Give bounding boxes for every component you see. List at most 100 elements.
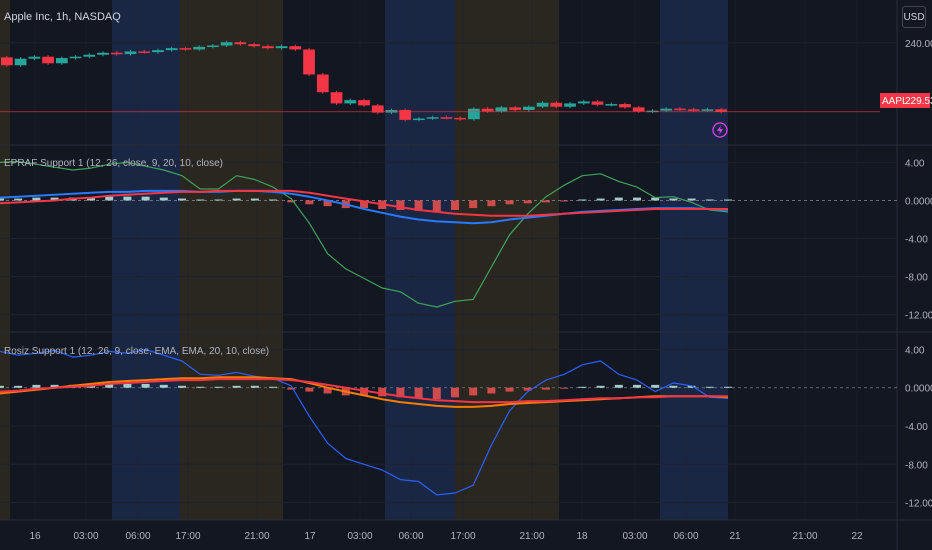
- time-tick-label: 06:00: [673, 531, 698, 542]
- rosiz-histogram-bar: [578, 386, 587, 388]
- rosiz-tick-label: -4.00: [905, 422, 928, 433]
- candle: [330, 92, 343, 104]
- candle: [14, 58, 27, 66]
- currency-button[interactable]: USD: [902, 6, 926, 28]
- candle: [385, 110, 398, 113]
- candle: [577, 101, 590, 104]
- symbol-title[interactable]: Apple Inc, 1h, NASDAQ: [4, 11, 121, 23]
- epraf-histogram-bar: [50, 197, 59, 201]
- rosiz-histogram-bar: [287, 387, 296, 390]
- rosiz-histogram-bar: [633, 384, 641, 388]
- epraf-histogram-bar: [360, 200, 368, 209]
- epraf-histogram-bar: [396, 200, 405, 210]
- candle: [413, 118, 425, 121]
- rosiz-histogram-bar: [705, 386, 714, 388]
- candle: [440, 117, 453, 119]
- candle: [550, 102, 563, 107]
- candle: [165, 48, 178, 51]
- rosiz-histogram-bar: [323, 387, 332, 394]
- epraf-histogram-bar: [578, 199, 587, 201]
- candle: [138, 51, 151, 53]
- last-price-value: 229.53: [905, 96, 932, 107]
- time-axis[interactable]: 16 03:00 06:00 17:00 21:00 17 03:00 06:00 17:00 2…: [29, 531, 863, 542]
- epraf-indicator-title[interactable]: EPRAF Support 1 (12, 26, close, 9, 20, 1…: [4, 158, 223, 169]
- epraf-histogram-bar: [32, 197, 41, 201]
- lightning-icon[interactable]: [712, 122, 728, 138]
- rosiz-indicator-title[interactable]: Rosiz Support 1 (12, 26, 9, close, EMA, …: [4, 346, 269, 357]
- epraf-tick-label: -8.00: [905, 273, 928, 284]
- candle: [152, 50, 164, 53]
- price-pane[interactable]: [0, 40, 880, 122]
- candle: [28, 56, 41, 59]
- last-price-label: AAPL 229.53: [880, 93, 932, 108]
- rosiz-histogram-bar: [159, 384, 168, 388]
- candle: [275, 46, 288, 49]
- epraf-histogram-bar: [414, 200, 423, 211]
- candle: [110, 52, 123, 55]
- rosiz-histogram-bar: [560, 387, 569, 389]
- candle: [220, 42, 233, 46]
- time-tick-label: 16: [29, 531, 41, 542]
- epraf-histogram-bar: [451, 200, 459, 210]
- epraf-histogram-bar: [432, 200, 441, 212]
- rosiz-histogram-bar: [542, 387, 550, 390]
- session-band: [180, 0, 283, 520]
- time-tick-label: 03:00: [73, 531, 98, 542]
- rosiz-histogram-bar: [269, 386, 277, 388]
- epraf-tick-label: -4.00: [905, 235, 928, 246]
- candle: [591, 101, 604, 105]
- price-axis[interactable]: 240.00 4.00 0.0000 -4.00 -8.00 -12.00 4.00 0.00…: [905, 39, 932, 510]
- rosiz-histogram-bar: [378, 387, 387, 397]
- rosiz-histogram-bar: [196, 386, 205, 388]
- epraf-histogram-bar: [614, 197, 623, 201]
- candle: [399, 110, 412, 120]
- rosiz-histogram-bar: [432, 387, 441, 400]
- candle: [495, 107, 508, 112]
- epraf-indicator-pane[interactable]: [0, 160, 897, 308]
- epraf-histogram-bar: [651, 197, 660, 201]
- rosiz-histogram-bar: [523, 387, 532, 391]
- epraf-histogram-bar: [178, 198, 186, 201]
- candle: [605, 104, 618, 106]
- epraf-histogram-bar: [323, 200, 332, 207]
- time-tick-label: 17:00: [175, 531, 200, 542]
- candle: [42, 56, 54, 64]
- rosiz-tick-label: 0.0000: [905, 384, 932, 395]
- rosiz-histogram-bar: [123, 383, 132, 388]
- time-tick-label: 21:00: [519, 531, 544, 542]
- session-bands: [0, 0, 728, 520]
- candle: [124, 51, 137, 55]
- rosiz-tick-label: -8.00: [905, 460, 928, 471]
- time-tick-label: 21:00: [792, 531, 817, 542]
- candle: [481, 108, 494, 112]
- time-tick-label: 03:00: [622, 531, 647, 542]
- candle: [632, 107, 645, 112]
- candle: [303, 49, 315, 75]
- rosiz-histogram-bar: [14, 385, 23, 388]
- time-tick-label: 06:00: [125, 531, 150, 542]
- epraf-histogram-bar: [560, 200, 569, 202]
- epraf-series-line: [0, 160, 729, 308]
- candle: [248, 44, 260, 47]
- rosiz-histogram-bar: [32, 384, 41, 388]
- rosiz-histogram-bar: [651, 384, 660, 388]
- candle: [426, 117, 439, 119]
- rosiz-series-line: [0, 378, 728, 404]
- candle: [207, 45, 219, 48]
- rosiz-histogram-bar: [178, 385, 186, 388]
- rosiz-indicator-pane[interactable]: [0, 348, 897, 496]
- epraf-histogram-bar: [305, 200, 314, 205]
- candle: [454, 117, 467, 120]
- time-tick-label: 17: [304, 531, 316, 542]
- candle: [289, 46, 302, 50]
- session-band: [660, 0, 728, 520]
- epraf-histogram-bar: [0, 198, 4, 201]
- rosiz-histogram-bar: [469, 387, 478, 396]
- rosiz-histogram-bar: [50, 384, 59, 388]
- epraf-histogram-bar: [123, 196, 132, 201]
- session-band: [385, 0, 455, 520]
- time-tick-label: 03:00: [347, 531, 372, 542]
- candle: [687, 109, 700, 111]
- rosiz-histogram-bar: [305, 387, 314, 392]
